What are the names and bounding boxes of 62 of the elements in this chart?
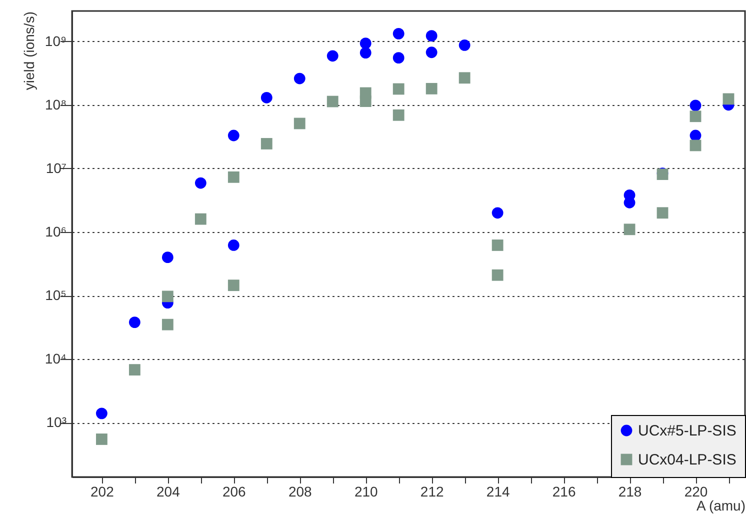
point [392, 83, 404, 95]
point [656, 207, 668, 219]
point [690, 130, 702, 142]
point [228, 130, 240, 142]
point [260, 92, 272, 104]
point [260, 138, 272, 150]
x-tick-label: 218 [618, 484, 642, 500]
y-tick-label: 10⁸ [45, 96, 67, 112]
point [458, 72, 470, 84]
legend-label: UCx#5-LP-SIS [638, 422, 736, 440]
x-tick-label: 216 [552, 484, 576, 500]
point [392, 109, 404, 121]
y-tick-label: 10⁷ [46, 160, 66, 176]
point [624, 224, 636, 236]
point [426, 30, 438, 42]
point [228, 171, 240, 183]
point [722, 93, 734, 105]
point [128, 316, 140, 328]
x-tick-label: 206 [222, 484, 246, 500]
legend-label: UCx04-LP-SIS [638, 452, 736, 468]
x-tick-label: 204 [156, 484, 180, 500]
point [690, 100, 702, 112]
point [492, 240, 504, 251]
point [360, 47, 372, 58]
x-tick-label: 212 [420, 484, 444, 500]
point [492, 269, 504, 281]
point [492, 207, 504, 219]
point [294, 72, 306, 84]
point [360, 96, 372, 107]
x-tick-label: 202 [90, 484, 114, 500]
x-axis-title: A (amu) [696, 498, 746, 514]
y-tick-label: 10³ [46, 414, 67, 430]
x-tick-label: 214 [486, 484, 510, 500]
point [360, 38, 372, 50]
point [194, 177, 206, 189]
point [326, 50, 338, 62]
y-tick-label: 10⁹ [44, 32, 66, 49]
point [128, 364, 140, 376]
point [162, 290, 174, 302]
y-tick-label: 10⁶ [45, 224, 66, 240]
point [392, 52, 404, 64]
point [294, 118, 306, 130]
point [690, 110, 702, 122]
x-tick-label: 220 [684, 484, 708, 500]
point [392, 28, 404, 40]
point [194, 213, 206, 225]
y-axis-title: yield (ions/s) [20, 12, 37, 90]
point [426, 82, 438, 94]
point [228, 240, 240, 251]
point [162, 252, 174, 264]
y-tick-label: 10⁴ [44, 350, 66, 367]
y-tick-label: 10⁵ [45, 287, 66, 304]
x-tick-label: 208 [288, 484, 312, 500]
point [96, 434, 108, 445]
point [426, 46, 438, 58]
point [96, 408, 108, 420]
point [326, 96, 338, 108]
point [228, 280, 240, 292]
x-tick-label: 210 [354, 484, 378, 500]
point [690, 140, 702, 152]
point [458, 39, 470, 51]
point [162, 318, 174, 330]
